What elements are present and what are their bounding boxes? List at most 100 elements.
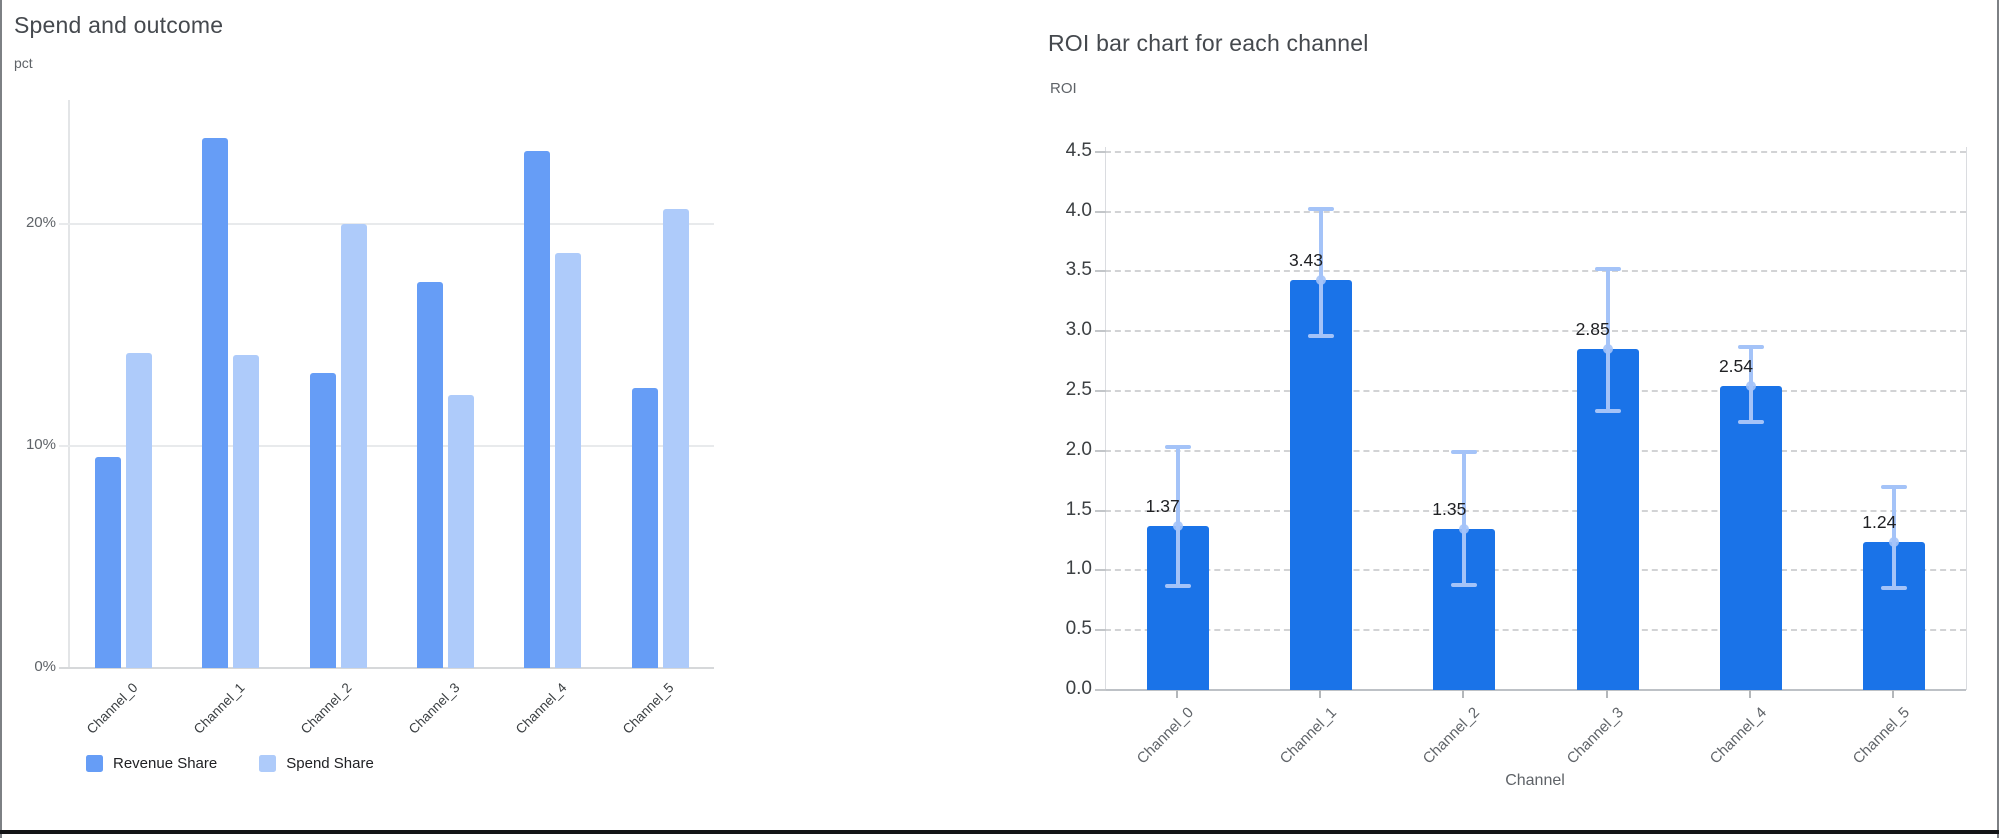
bar-slot: 2.85 xyxy=(1536,147,1679,690)
right-chart-title: ROI bar chart for each channel xyxy=(1048,30,1369,56)
bar-group xyxy=(177,100,284,668)
roi-bar xyxy=(1289,279,1352,690)
bar-value-label: 1.24 xyxy=(1862,511,1897,532)
error-bar-cap xyxy=(1451,582,1478,587)
bar-value-label: 1.35 xyxy=(1432,498,1467,519)
roi-bar xyxy=(1719,386,1782,690)
gridline xyxy=(1095,330,1966,333)
revenue-share-bar xyxy=(95,457,122,668)
error-bar-marker xyxy=(1602,344,1613,355)
x-tick-mark xyxy=(1462,690,1465,698)
spend-share-bar xyxy=(340,224,367,668)
bar-group xyxy=(70,100,177,668)
error-bar-line xyxy=(1318,209,1323,336)
error-bar-cap xyxy=(1164,583,1191,588)
y-tick-label: 3.5 xyxy=(1065,259,1092,281)
gridline xyxy=(1095,449,1966,452)
x-tick-mark xyxy=(1749,690,1751,698)
left-chart-title: Spend and outcome xyxy=(14,12,224,38)
revenue-share-bar xyxy=(309,372,336,668)
y-tick-label: 2.0 xyxy=(1065,438,1092,460)
legend-label: Spend Share xyxy=(286,755,374,772)
error-bar-cap xyxy=(1881,586,1908,591)
bottom-border xyxy=(0,830,1999,834)
legend-item: Spend Share xyxy=(259,755,374,772)
bar-group xyxy=(285,100,392,668)
spend-outcome-chart: Spend and outcome pct 0% 10% 20% Channel_0… xyxy=(0,0,780,828)
y-tick-mark xyxy=(1095,689,1106,691)
gridline xyxy=(1095,569,1966,572)
x-tick-label: Channel_4 xyxy=(512,680,570,737)
x-tick-label: Channel_0 xyxy=(1133,704,1197,768)
y-tick-mark xyxy=(1095,449,1106,452)
error-bar-marker xyxy=(1745,381,1756,392)
y-tick-label: 0.0 xyxy=(1065,678,1092,699)
y-tick-label: 20% xyxy=(25,214,56,232)
left-plot-area xyxy=(59,100,714,669)
bar-slot: 1.37 xyxy=(1106,147,1249,690)
y-tick-label: 0.5 xyxy=(1065,618,1092,640)
legend-item: Revenue Share xyxy=(86,755,217,772)
revenue-share-swatch xyxy=(86,755,103,772)
error-bar-marker xyxy=(1889,536,1900,547)
revenue-share-bar xyxy=(631,388,658,668)
x-tick-mark xyxy=(1892,690,1895,698)
spend-share-bar xyxy=(448,395,475,668)
x-tick-label: Channel_5 xyxy=(1850,704,1914,768)
gridline xyxy=(59,223,714,226)
error-bar-cap xyxy=(1451,450,1478,454)
bar-group xyxy=(499,100,606,668)
x-tick-label: Channel_5 xyxy=(620,680,677,737)
y-tick-mark xyxy=(1095,330,1106,333)
spend-share-bar xyxy=(126,352,153,668)
x-tick-label: Channel_3 xyxy=(405,680,463,737)
y-tick-mark xyxy=(1095,210,1106,213)
error-bar-marker xyxy=(1315,274,1326,285)
roi-chart: ROI bar chart for each channel ROI 1.37 3… xyxy=(1040,0,1999,828)
x-tick-label: Channel_1 xyxy=(1276,704,1341,768)
bar-group xyxy=(392,100,499,668)
x-tick-label: Channel_3 xyxy=(1563,704,1627,768)
right-edge-border xyxy=(1997,0,1999,838)
error-bar-cap xyxy=(1307,207,1334,212)
bar-slot: 1.24 xyxy=(1823,147,1966,690)
right-plot-area: 1.37 3.43 1.35 2.85 2.54 1.24 xyxy=(1095,147,1967,691)
spend-share-swatch xyxy=(259,755,277,772)
gridline xyxy=(1095,150,1966,153)
error-bar-cap xyxy=(1307,333,1334,338)
bar-slot: 3.43 xyxy=(1249,147,1392,690)
gridline xyxy=(1095,509,1966,512)
error-bar-marker xyxy=(1172,521,1183,532)
spend-share-bar xyxy=(233,355,260,668)
bar-value-label: 1.37 xyxy=(1145,496,1180,517)
left-y-axis-unit: pct xyxy=(14,55,33,71)
bar-value-label: 3.43 xyxy=(1288,249,1324,270)
error-bar-cap xyxy=(1737,420,1764,425)
bar-group xyxy=(607,100,714,668)
error-bar-cap xyxy=(1164,445,1191,450)
y-tick-label: 0% xyxy=(34,658,56,675)
error-bar-line xyxy=(1175,447,1180,586)
left-legend: Revenue Share Spend Share xyxy=(86,755,374,772)
error-bar-line xyxy=(1605,269,1610,412)
gridline xyxy=(1095,629,1966,632)
y-tick-label: 1.5 xyxy=(1065,498,1092,520)
y-tick-mark xyxy=(1095,270,1106,273)
spend-share-bar xyxy=(662,208,689,668)
legend-label: Revenue Share xyxy=(113,755,218,772)
y-tick-label: 4.5 xyxy=(1065,139,1092,161)
left-edge-border xyxy=(0,0,2,838)
error-bar-marker xyxy=(1459,523,1470,534)
x-tick-mark xyxy=(1319,690,1321,698)
x-tick-mark xyxy=(1605,690,1608,698)
bar-value-label: 2.54 xyxy=(1718,356,1754,377)
gridline xyxy=(59,667,714,669)
y-tick-mark xyxy=(1095,509,1106,512)
gridline xyxy=(1095,390,1966,392)
y-tick-label: 10% xyxy=(25,436,56,454)
y-tick-mark xyxy=(1095,629,1106,632)
x-tick-label: Channel_2 xyxy=(1420,704,1484,768)
x-axis-line xyxy=(1095,689,1966,691)
gridline xyxy=(1095,210,1966,213)
revenue-share-bar xyxy=(524,151,551,668)
